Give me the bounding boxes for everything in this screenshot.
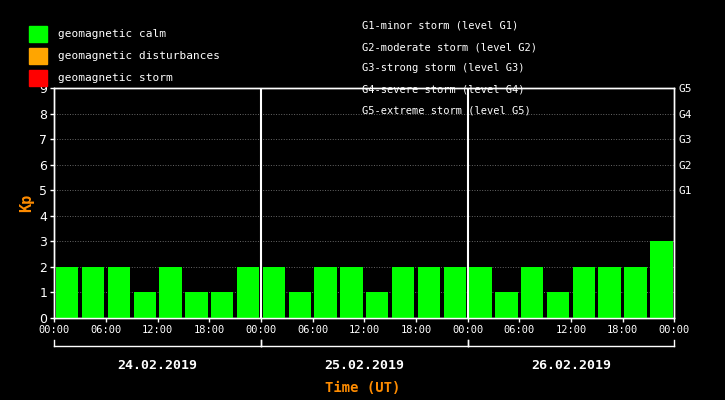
Text: G4-severe storm (level G4): G4-severe storm (level G4) xyxy=(362,84,525,94)
Text: geomagnetic disturbances: geomagnetic disturbances xyxy=(58,51,220,61)
Text: geomagnetic storm: geomagnetic storm xyxy=(58,73,173,83)
Bar xyxy=(315,267,336,318)
Bar xyxy=(418,267,440,318)
Bar xyxy=(289,292,311,318)
Bar xyxy=(108,267,130,318)
Bar xyxy=(495,292,518,318)
Bar xyxy=(469,267,492,318)
Bar xyxy=(392,267,414,318)
Bar xyxy=(444,267,466,318)
Bar xyxy=(133,292,156,318)
Bar xyxy=(56,267,78,318)
Bar xyxy=(160,267,182,318)
Bar xyxy=(650,241,673,318)
Text: G1-minor storm (level G1): G1-minor storm (level G1) xyxy=(362,21,519,31)
Text: 25.02.2019: 25.02.2019 xyxy=(324,359,405,372)
Text: G5-extreme storm (level G5): G5-extreme storm (level G5) xyxy=(362,106,531,116)
Text: Time (UT): Time (UT) xyxy=(325,381,400,395)
Bar xyxy=(82,267,104,318)
Text: 26.02.2019: 26.02.2019 xyxy=(531,359,611,372)
Bar xyxy=(262,267,285,318)
Bar xyxy=(185,292,207,318)
Text: 24.02.2019: 24.02.2019 xyxy=(117,359,198,372)
Bar xyxy=(521,267,543,318)
Bar xyxy=(366,292,389,318)
Bar xyxy=(624,267,647,318)
Bar xyxy=(211,292,233,318)
Bar xyxy=(547,292,569,318)
Bar xyxy=(237,267,260,318)
Bar xyxy=(599,267,621,318)
Text: G2-moderate storm (level G2): G2-moderate storm (level G2) xyxy=(362,42,537,52)
Bar xyxy=(340,267,362,318)
Y-axis label: Kp: Kp xyxy=(19,194,34,212)
Text: G3-strong storm (level G3): G3-strong storm (level G3) xyxy=(362,63,525,73)
Text: geomagnetic calm: geomagnetic calm xyxy=(58,29,166,39)
Bar xyxy=(573,267,595,318)
